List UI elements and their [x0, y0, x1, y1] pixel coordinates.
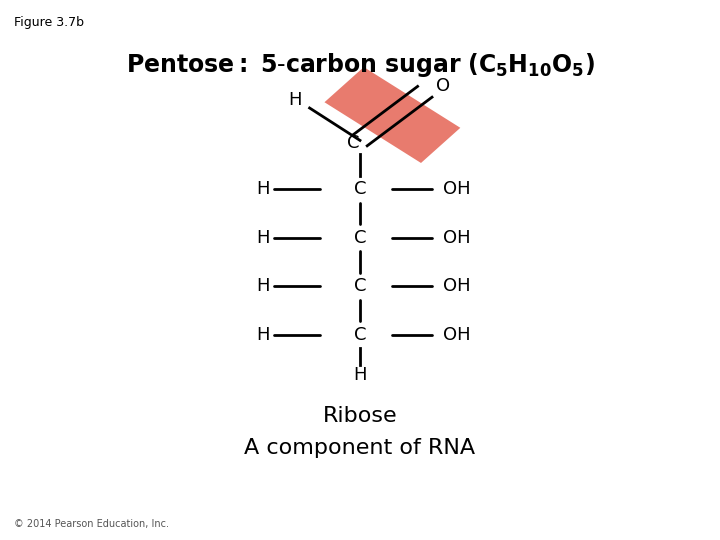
Text: OH: OH — [444, 228, 471, 247]
Text: $\bf{Pentose:\ 5\text{-}carbon\ sugar\ (C_5H_{10}O_5)}$: $\bf{Pentose:\ 5\text{-}carbon\ sugar\ (… — [125, 51, 595, 79]
Text: C: C — [354, 326, 366, 344]
Text: O: O — [436, 77, 450, 96]
Text: H: H — [256, 277, 269, 295]
Text: OH: OH — [444, 277, 471, 295]
Text: H: H — [354, 366, 366, 384]
Text: C: C — [346, 134, 359, 152]
Text: OH: OH — [444, 326, 471, 344]
Polygon shape — [325, 67, 460, 163]
Text: C: C — [354, 277, 366, 295]
Text: H: H — [256, 228, 269, 247]
Text: A component of RNA: A component of RNA — [244, 438, 476, 458]
Text: Ribose: Ribose — [323, 406, 397, 426]
Text: H: H — [256, 180, 269, 198]
Text: © 2014 Pearson Education, Inc.: © 2014 Pearson Education, Inc. — [14, 519, 169, 529]
Text: H: H — [256, 326, 269, 344]
Text: Figure 3.7b: Figure 3.7b — [14, 16, 84, 29]
Text: OH: OH — [444, 180, 471, 198]
Text: H: H — [289, 91, 302, 109]
Text: C: C — [354, 180, 366, 198]
Text: C: C — [354, 228, 366, 247]
